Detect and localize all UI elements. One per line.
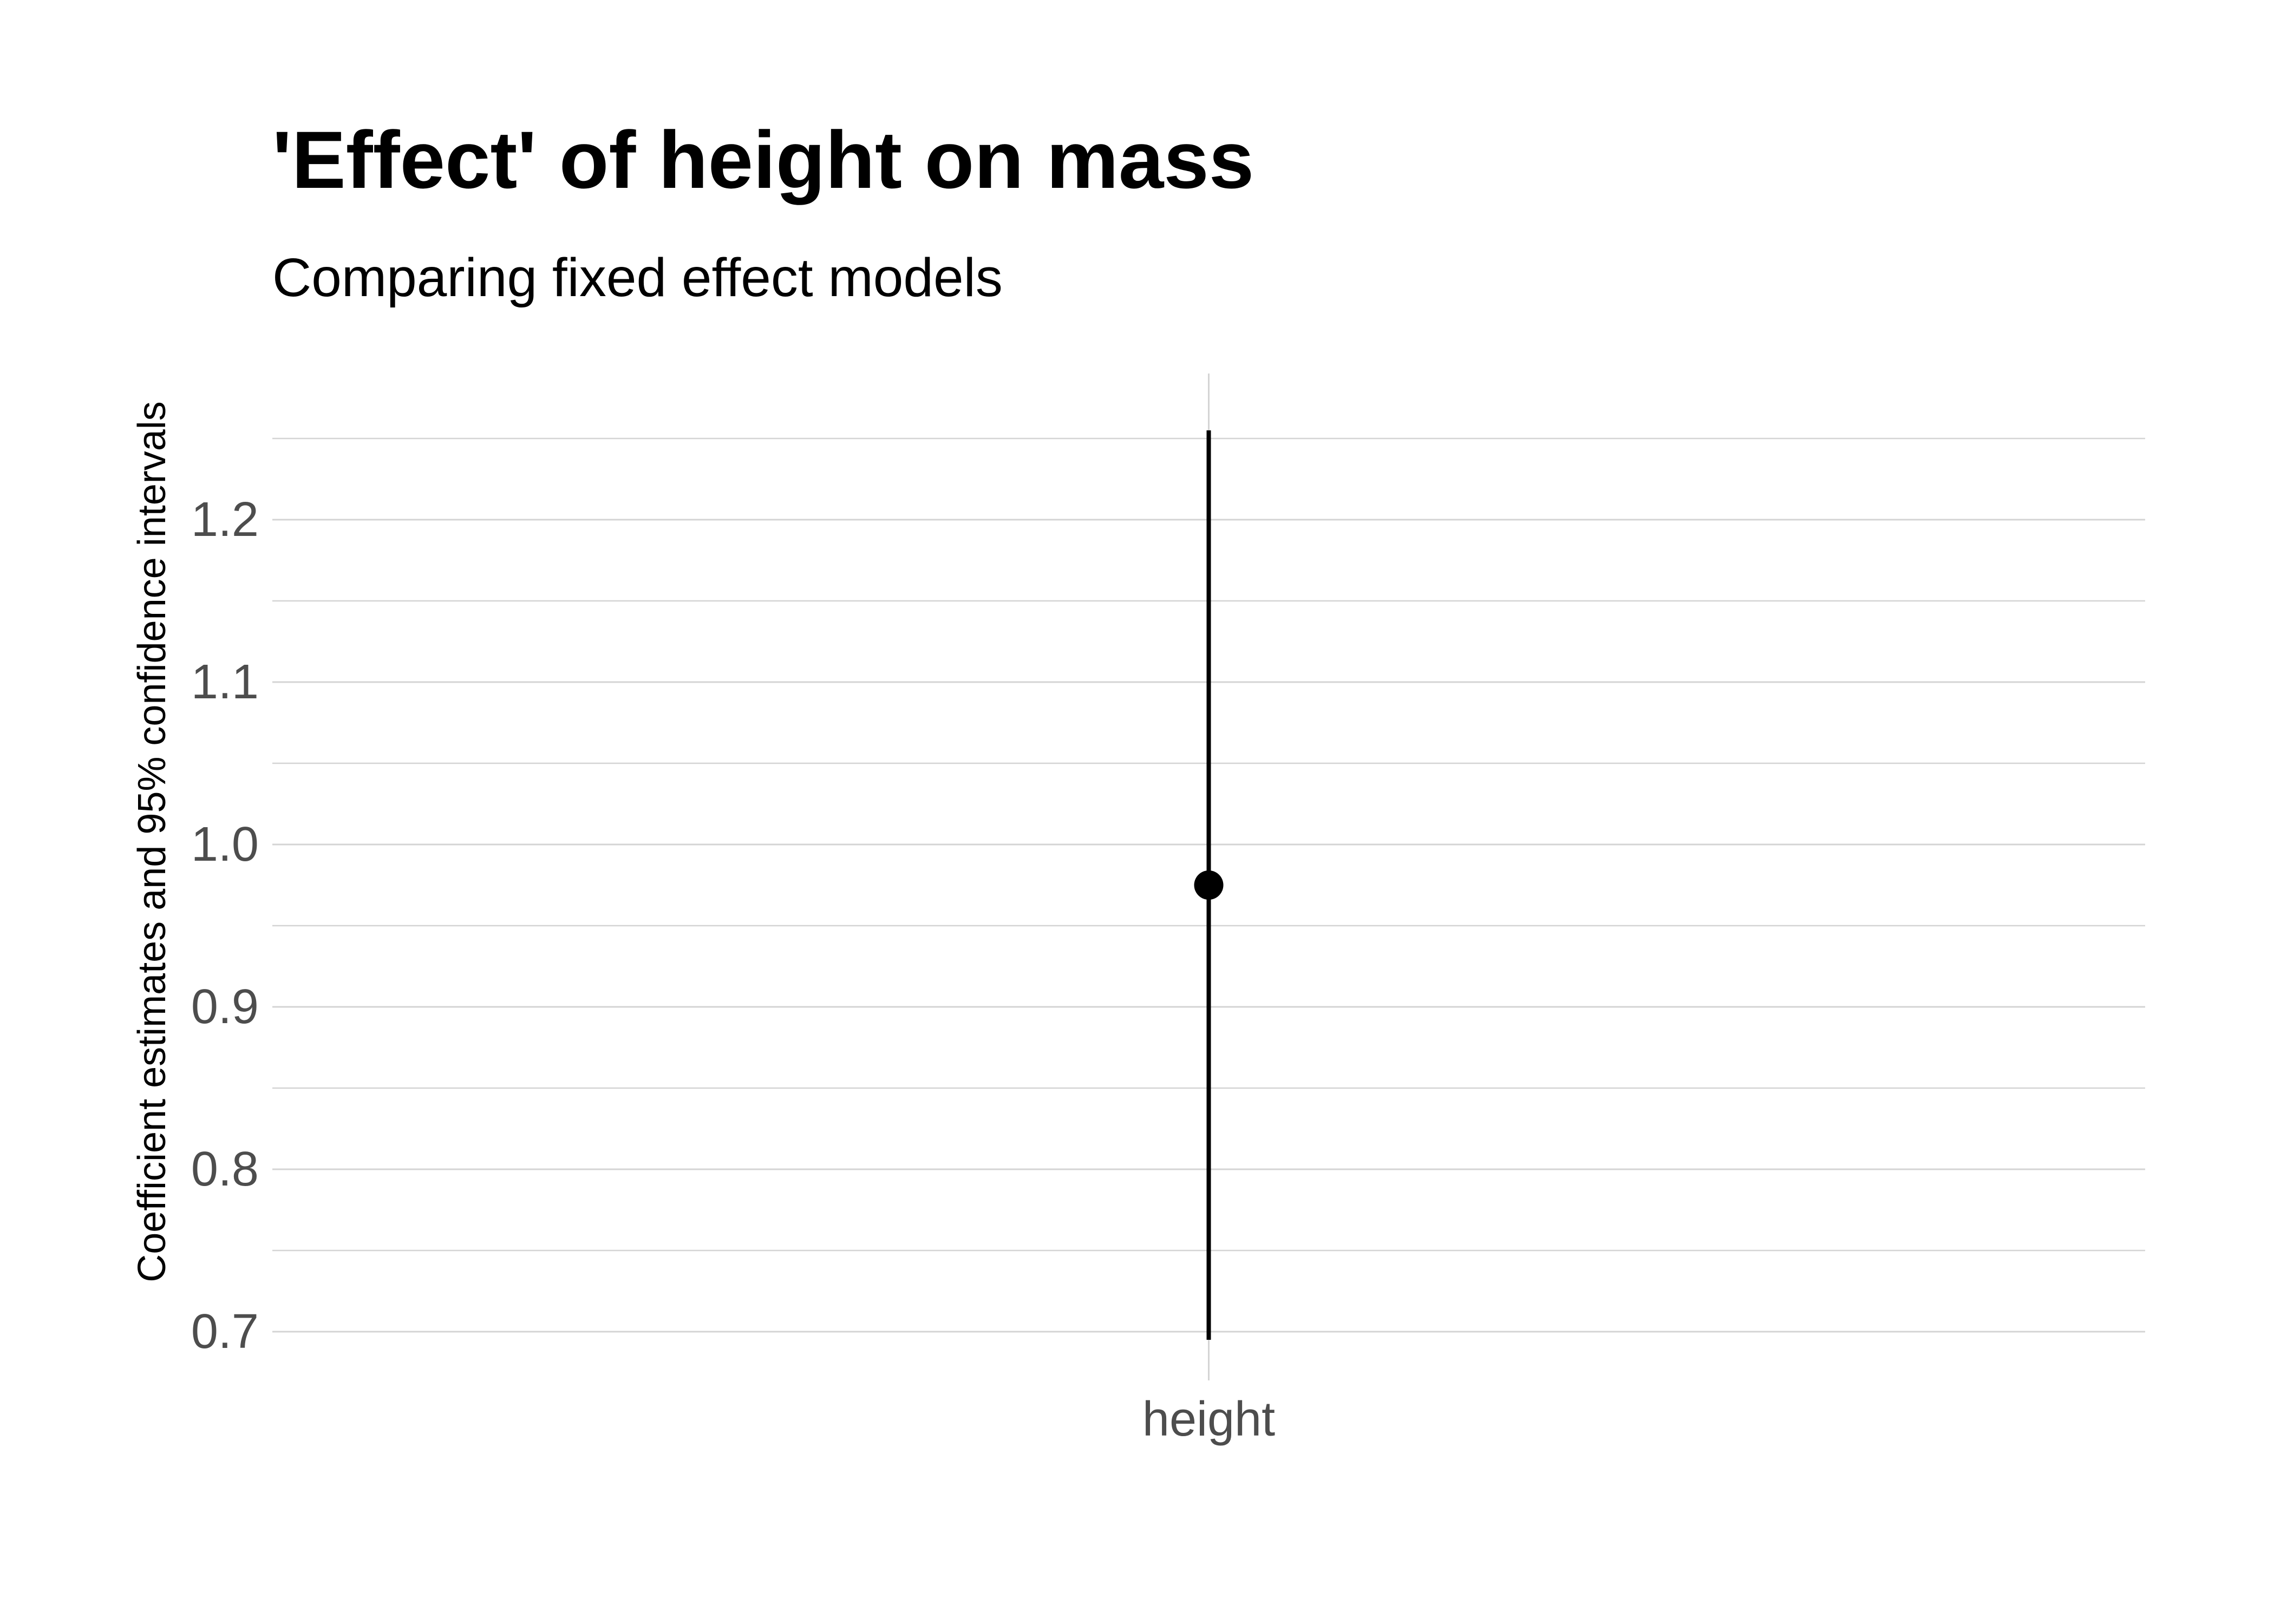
y-tick-label: 0.9 xyxy=(191,980,259,1034)
y-tick-label: 0.8 xyxy=(191,1142,259,1196)
y-tick-label: 1.2 xyxy=(191,493,259,547)
x-tick-labels: height xyxy=(1142,1392,1275,1446)
x-tick-label: height xyxy=(1142,1392,1275,1446)
marks-layer xyxy=(1194,430,1224,1340)
estimate-point xyxy=(1194,870,1224,900)
y-axis-title: Coefficient estimates and 95% confidence… xyxy=(130,401,174,1282)
chart-subtitle: Comparing fixed effect models xyxy=(272,247,1003,308)
y-tick-label: 1.1 xyxy=(191,655,259,709)
y-tick-labels: 0.7 0.8 0.9 1.0 1.1 1.2 xyxy=(191,493,259,1359)
y-tick-label: 1.0 xyxy=(191,817,259,872)
y-tick-label: 0.7 xyxy=(191,1305,259,1359)
chart-title: 'Effect' of height on mass xyxy=(272,114,1254,205)
